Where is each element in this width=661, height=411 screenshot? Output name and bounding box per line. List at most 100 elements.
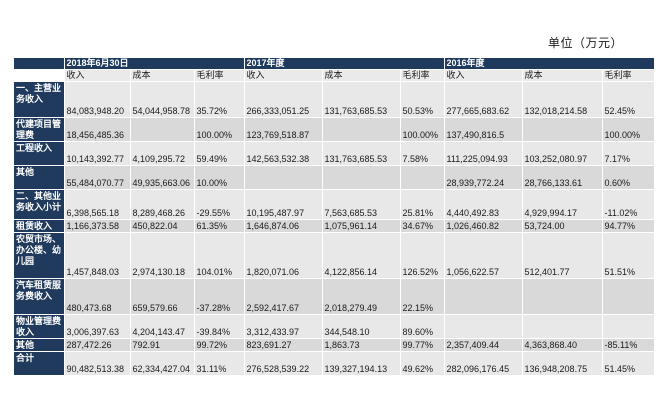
table-cell: 823,691.27	[244, 338, 323, 352]
table-cell: 31.11%	[194, 351, 245, 376]
table-cell: 123,769,518.87	[244, 117, 323, 142]
table-cell: 59.49%	[194, 141, 245, 166]
table-cell: 10.00%	[194, 165, 245, 190]
table-cell	[522, 314, 603, 339]
table-cell: 28,766,133.61	[522, 165, 603, 190]
table-cell	[322, 165, 401, 190]
table-cell: 84,083,948.20	[64, 81, 131, 118]
column-header: 毛利率	[194, 69, 245, 82]
table-cell: 1,056,622.57	[444, 232, 523, 279]
table-cell: 4,363,868.40	[522, 338, 603, 352]
table-cell: 100.00%	[400, 117, 445, 142]
corner-cell	[14, 58, 65, 70]
table-cell: 792.91	[130, 338, 195, 352]
table-cell: 100.00%	[602, 117, 655, 142]
period-header: 2018年6月30日	[64, 58, 245, 70]
corner-cell	[14, 69, 65, 82]
table-cell: 51.51%	[602, 232, 655, 279]
table-cell: 0.60%	[602, 165, 655, 190]
row-label: 一、主营业务收入	[14, 81, 65, 118]
table-cell: 2,018,279.49	[322, 278, 401, 315]
table-cell: 4,929,994.17	[522, 189, 603, 220]
table-cell: 659,579.66	[130, 278, 195, 315]
table-cell: 22.15%	[400, 278, 445, 315]
table-cell: 10,143,392.77	[64, 141, 131, 166]
table-cell	[522, 278, 603, 315]
table-cell: 103,252,080.97	[522, 141, 603, 166]
row-label: 汽车租赁服务费收入	[14, 278, 65, 315]
row-label: 代建项目管理费	[14, 117, 65, 142]
table-cell: 277,665,683.62	[444, 81, 523, 118]
table-cell: -85.11%	[602, 338, 655, 352]
table-cell: 512,401.77	[522, 232, 603, 279]
table-cell: -29.55%	[194, 189, 245, 220]
table-cell	[602, 278, 655, 315]
column-header-row: 收入 成本 毛利率 收入 成本 毛利率 收入 成本 毛利率	[14, 69, 655, 82]
table-cell: 282,096,176.45	[444, 351, 523, 376]
table-row: 其他 55,484,070.77 49,935,663.06 10.00% 28,939…	[14, 165, 655, 190]
table-cell: 34.67%	[400, 219, 445, 233]
table-cell: 3,312,433.97	[244, 314, 323, 339]
table-cell: -37.28%	[194, 278, 245, 315]
table-cell	[602, 314, 655, 339]
column-header: 毛利率	[400, 69, 445, 82]
column-header: 收入	[444, 69, 523, 82]
table-cell: 62,334,427.04	[130, 351, 195, 376]
table-cell: 3,006,397.63	[64, 314, 131, 339]
table-cell: 136,948,208.75	[522, 351, 603, 376]
table-cell: 7.58%	[400, 141, 445, 166]
table-cell: 1,646,874.06	[244, 219, 323, 233]
period-header: 2017年度	[244, 58, 445, 70]
row-label: 租赁收入	[14, 219, 65, 233]
column-header: 收入	[244, 69, 323, 82]
column-header: 毛利率	[602, 69, 655, 82]
table-cell	[522, 117, 603, 142]
row-label: 合计	[14, 351, 65, 376]
table-cell: 1,166,373.58	[64, 219, 131, 233]
table-cell: 10,195,487.97	[244, 189, 323, 220]
table-row: 一、主营业务收入 84,083,948.20 54,044,958.78 35.72%…	[14, 81, 655, 118]
table-row: 农贸市场、办公楼、幼儿园 1,457,848.03 2,974,130.18 104.…	[14, 232, 655, 279]
table-cell: 2,592,417.67	[244, 278, 323, 315]
table-cell: 25.81%	[400, 189, 445, 220]
table-cell: 1,863.73	[322, 338, 401, 352]
table-cell: 100.00%	[194, 117, 245, 142]
table-cell: 52.45%	[602, 81, 655, 118]
table-cell: 53,724.00	[522, 219, 603, 233]
table-cell	[322, 117, 401, 142]
column-header: 收入	[64, 69, 131, 82]
table-cell: 99.72%	[194, 338, 245, 352]
column-header: 成本	[130, 69, 195, 82]
row-label: 二、其他业务收入小计	[14, 189, 65, 220]
table-row: 代建项目管理费 18,456,485.36 100.00% 123,769,518.8…	[14, 117, 655, 142]
table-cell: 55,484,070.77	[64, 165, 131, 190]
table-cell: 94.77%	[602, 219, 655, 233]
row-label: 物业管理费收入	[14, 314, 65, 339]
table-cell: 7,563,685.53	[322, 189, 401, 220]
table-cell: 1,026,460.82	[444, 219, 523, 233]
table-cell: 132,018,214.58	[522, 81, 603, 118]
table-cell	[130, 117, 195, 142]
table-row: 二、其他业务收入小计 6,398,565.18 8,289,468.26 -29.55…	[14, 189, 655, 220]
row-label: 其他	[14, 165, 65, 190]
table-cell: 8,289,468.26	[130, 189, 195, 220]
table-cell: 131,763,685.53	[322, 141, 401, 166]
table-cell: 276,528,539.22	[244, 351, 323, 376]
table-cell	[400, 165, 445, 190]
column-header: 成本	[322, 69, 401, 82]
table-cell: 266,333,051.25	[244, 81, 323, 118]
row-label: 农贸市场、办公楼、幼儿园	[14, 232, 65, 279]
table-cell: -39.84%	[194, 314, 245, 339]
table-cell: 104.01%	[194, 232, 245, 279]
table-cell: 51.45%	[602, 351, 655, 376]
period-header-row: 2018年6月30日 2017年度 2016年度	[14, 58, 655, 70]
unit-label: 单位（万元）	[548, 36, 624, 50]
table-cell: 111,225,094.93	[444, 141, 523, 166]
table-cell: 18,456,485.36	[64, 117, 131, 142]
row-label: 其他	[14, 338, 65, 352]
table-cell: 4,109,295.72	[130, 141, 195, 166]
table-cell: 1,457,848.03	[64, 232, 131, 279]
table-cell: 35.72%	[194, 81, 245, 118]
table-cell: 142,563,532.38	[244, 141, 323, 166]
period-header: 2016年度	[444, 58, 655, 70]
